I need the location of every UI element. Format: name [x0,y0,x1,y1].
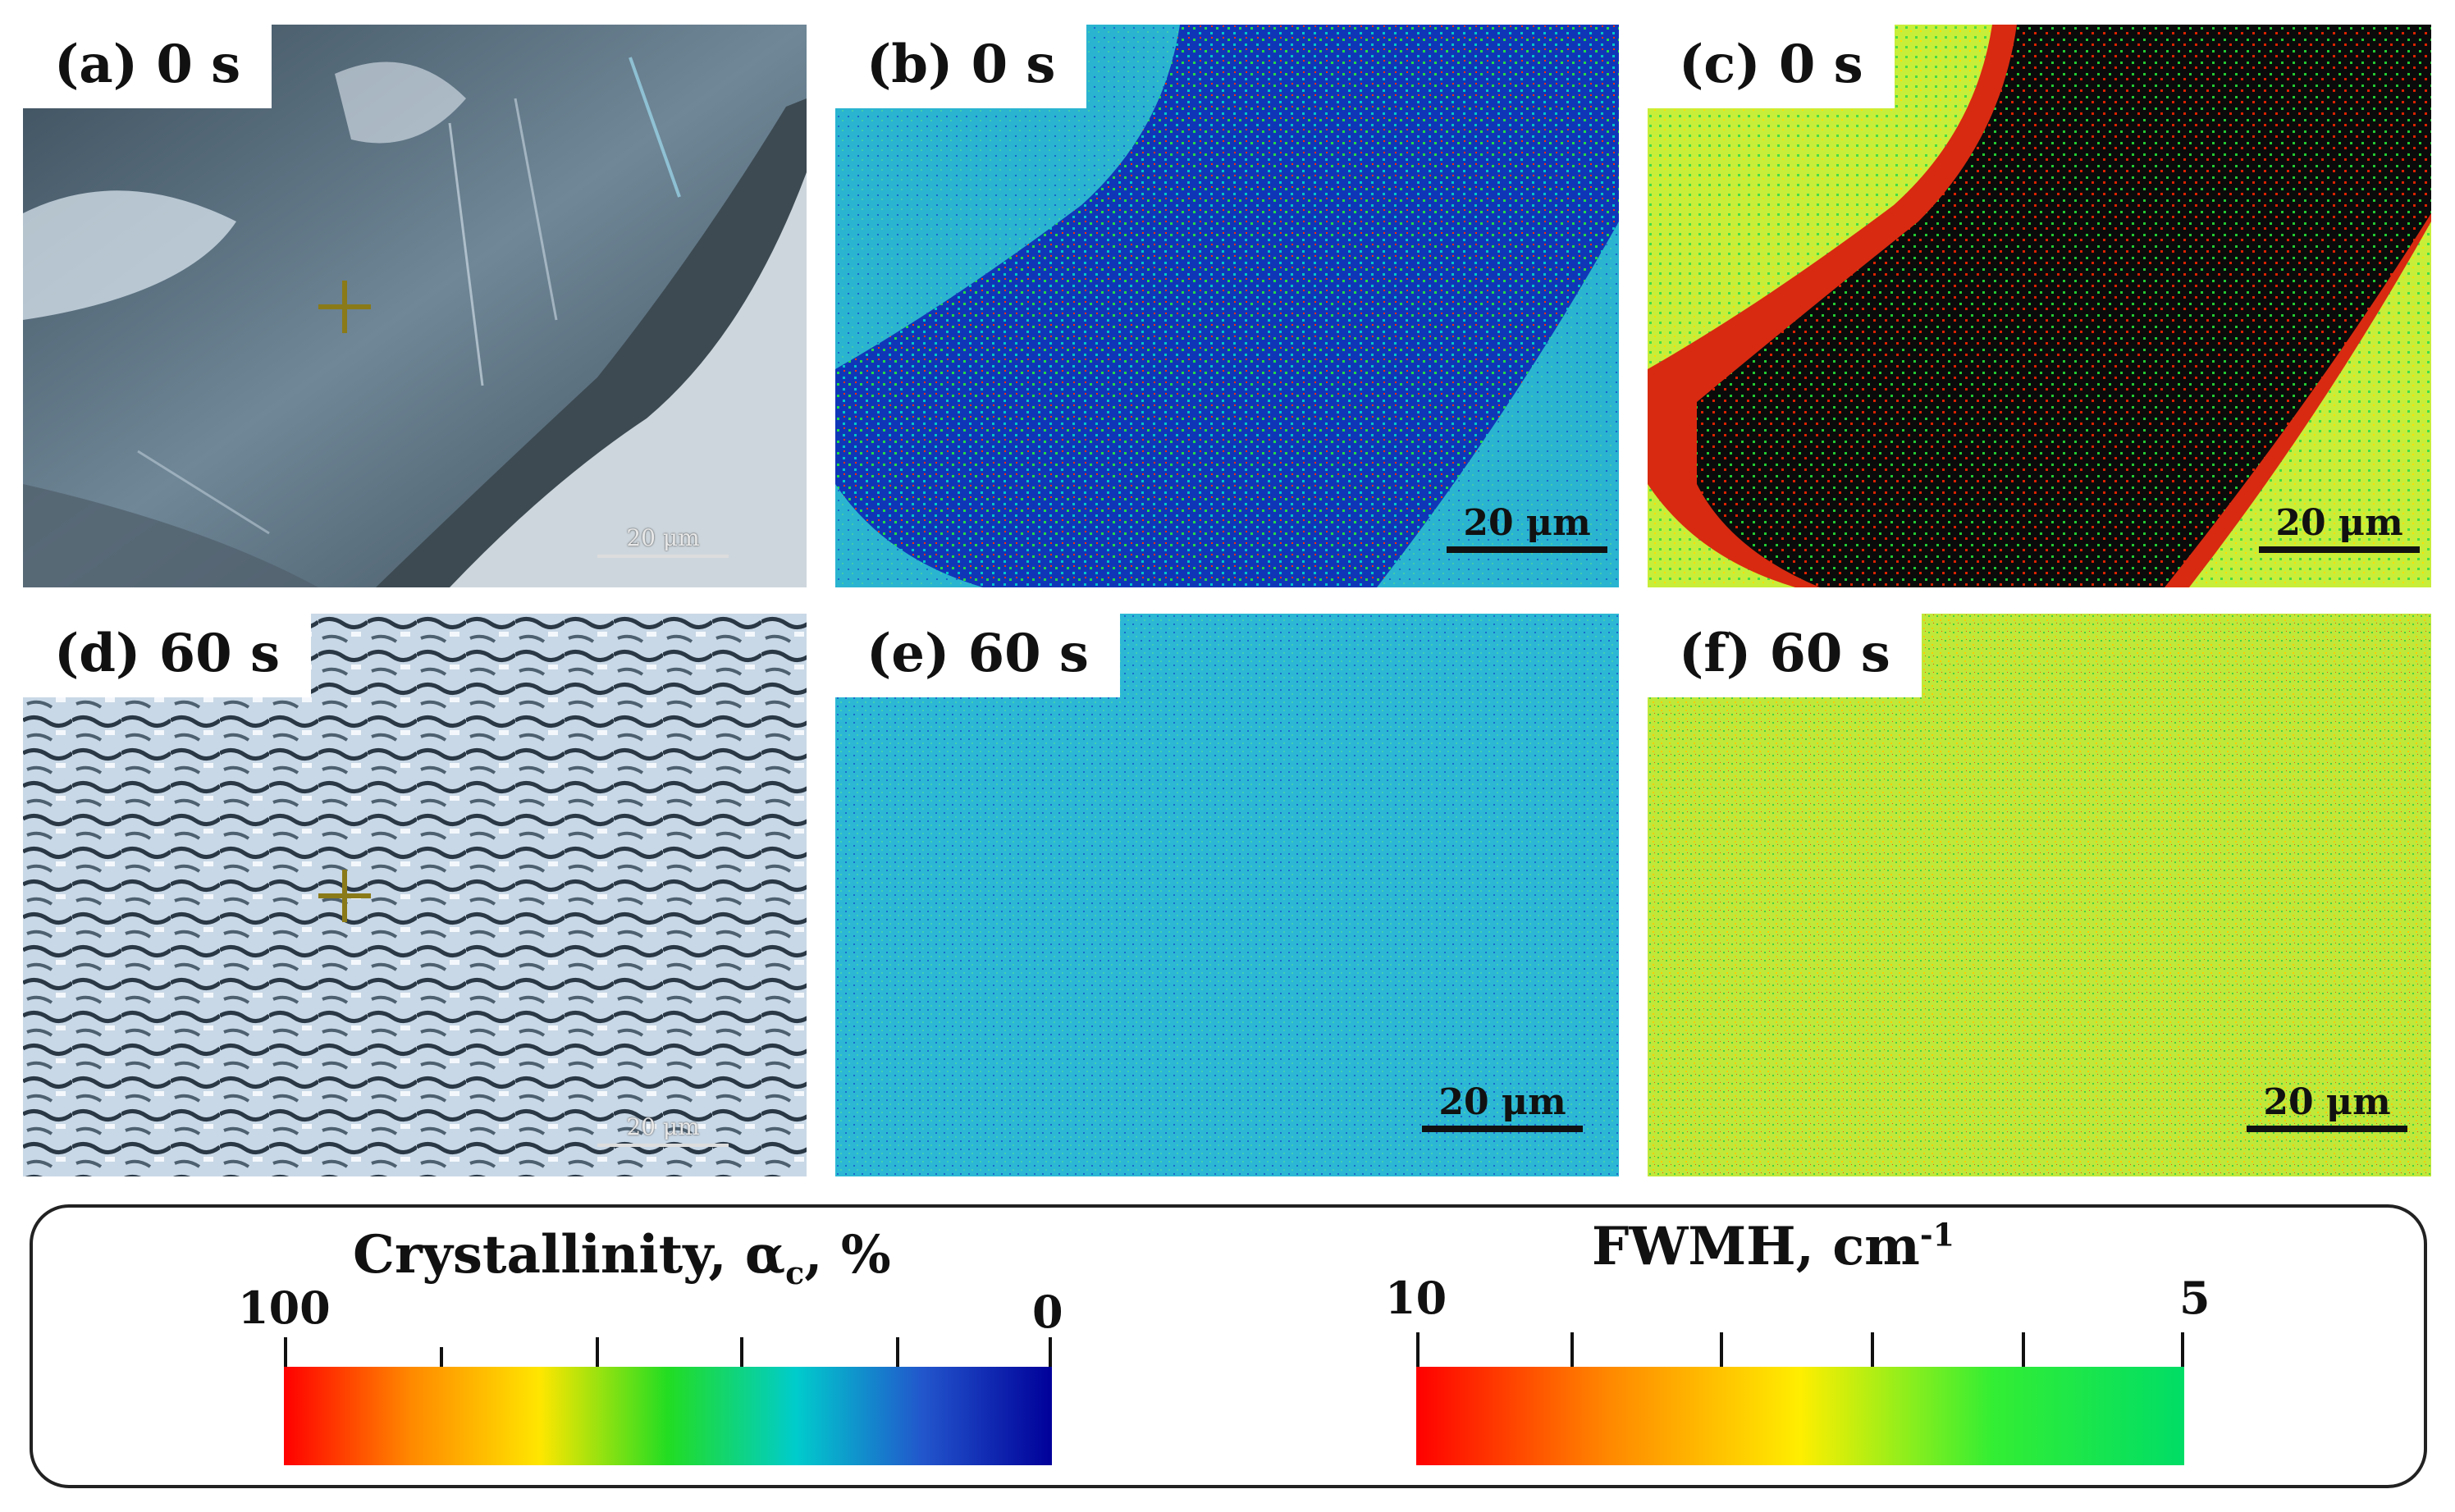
crystallinity-colorbar-title: Crystallinity, αc, % [353,1224,891,1291]
panel-label: (a) 0 s [23,25,272,109]
crystallinity-colorbar [284,1367,1052,1465]
optical-image-d [23,614,807,1176]
scale-bar: 20 μm [1422,1085,1583,1132]
colorbar-legend: Crystallinity, αc, % 100 0 FWMH, cm-1 10… [30,1204,2427,1488]
panel-label: (f) 60 s [1648,614,1922,698]
scale-bar: 20 μm [2247,1085,2407,1132]
panel-e: (e) 60 s 20 μm [835,614,1619,1176]
scale-bar-text: 20 μm [1463,502,1591,544]
panel-label: (e) 60 s [835,614,1120,698]
crosshair-marker [318,870,371,922]
scale-bar-text: 20 μm [626,524,700,551]
scale-bar-text: 20 μm [2275,502,2403,544]
scale-bar-text: 20 μm [626,1113,700,1140]
panel-label: (d) 60 s [23,614,311,698]
scale-bar: 20 μm [2259,505,2420,553]
optical-image-a [23,25,807,587]
fwhm-colorbar [1416,1367,2184,1465]
panel-label: (b) 0 s [835,25,1087,109]
crosshair-marker [318,281,371,333]
panel-a: (a) 0 s 20 μm [23,25,807,587]
crystallinity-min-label: 100 [238,1281,331,1334]
crystallinity-map-b [835,25,1619,587]
crystallinity-max-label: 0 [1032,1286,1063,1338]
scale-bar: 20 μm [597,1116,729,1147]
fwhm-map-f [1648,614,2431,1176]
panel-f: (f) 60 s 20 μm [1648,614,2431,1176]
scale-bar: 20 μm [597,527,729,558]
panel-label: (c) 0 s [1648,25,1895,109]
fwhm-colorbar-title: FWMH, cm-1 [1592,1216,1955,1277]
scale-bar-text: 20 μm [2263,1081,2391,1123]
fwhm-map-c [1648,25,2431,587]
panel-b: (b) 0 s 20 μm [835,25,1619,587]
fwhm-max-label: 5 [2179,1272,2210,1324]
panel-c: (c) 0 s 20 μm [1648,25,2431,587]
crystallinity-map-e [835,614,1619,1176]
fwhm-min-label: 10 [1385,1272,1447,1324]
scale-bar: 20 μm [1447,505,1607,553]
panel-d: (d) 60 s 20 μm [23,614,807,1176]
scale-bar-text: 20 μm [1438,1081,1566,1123]
